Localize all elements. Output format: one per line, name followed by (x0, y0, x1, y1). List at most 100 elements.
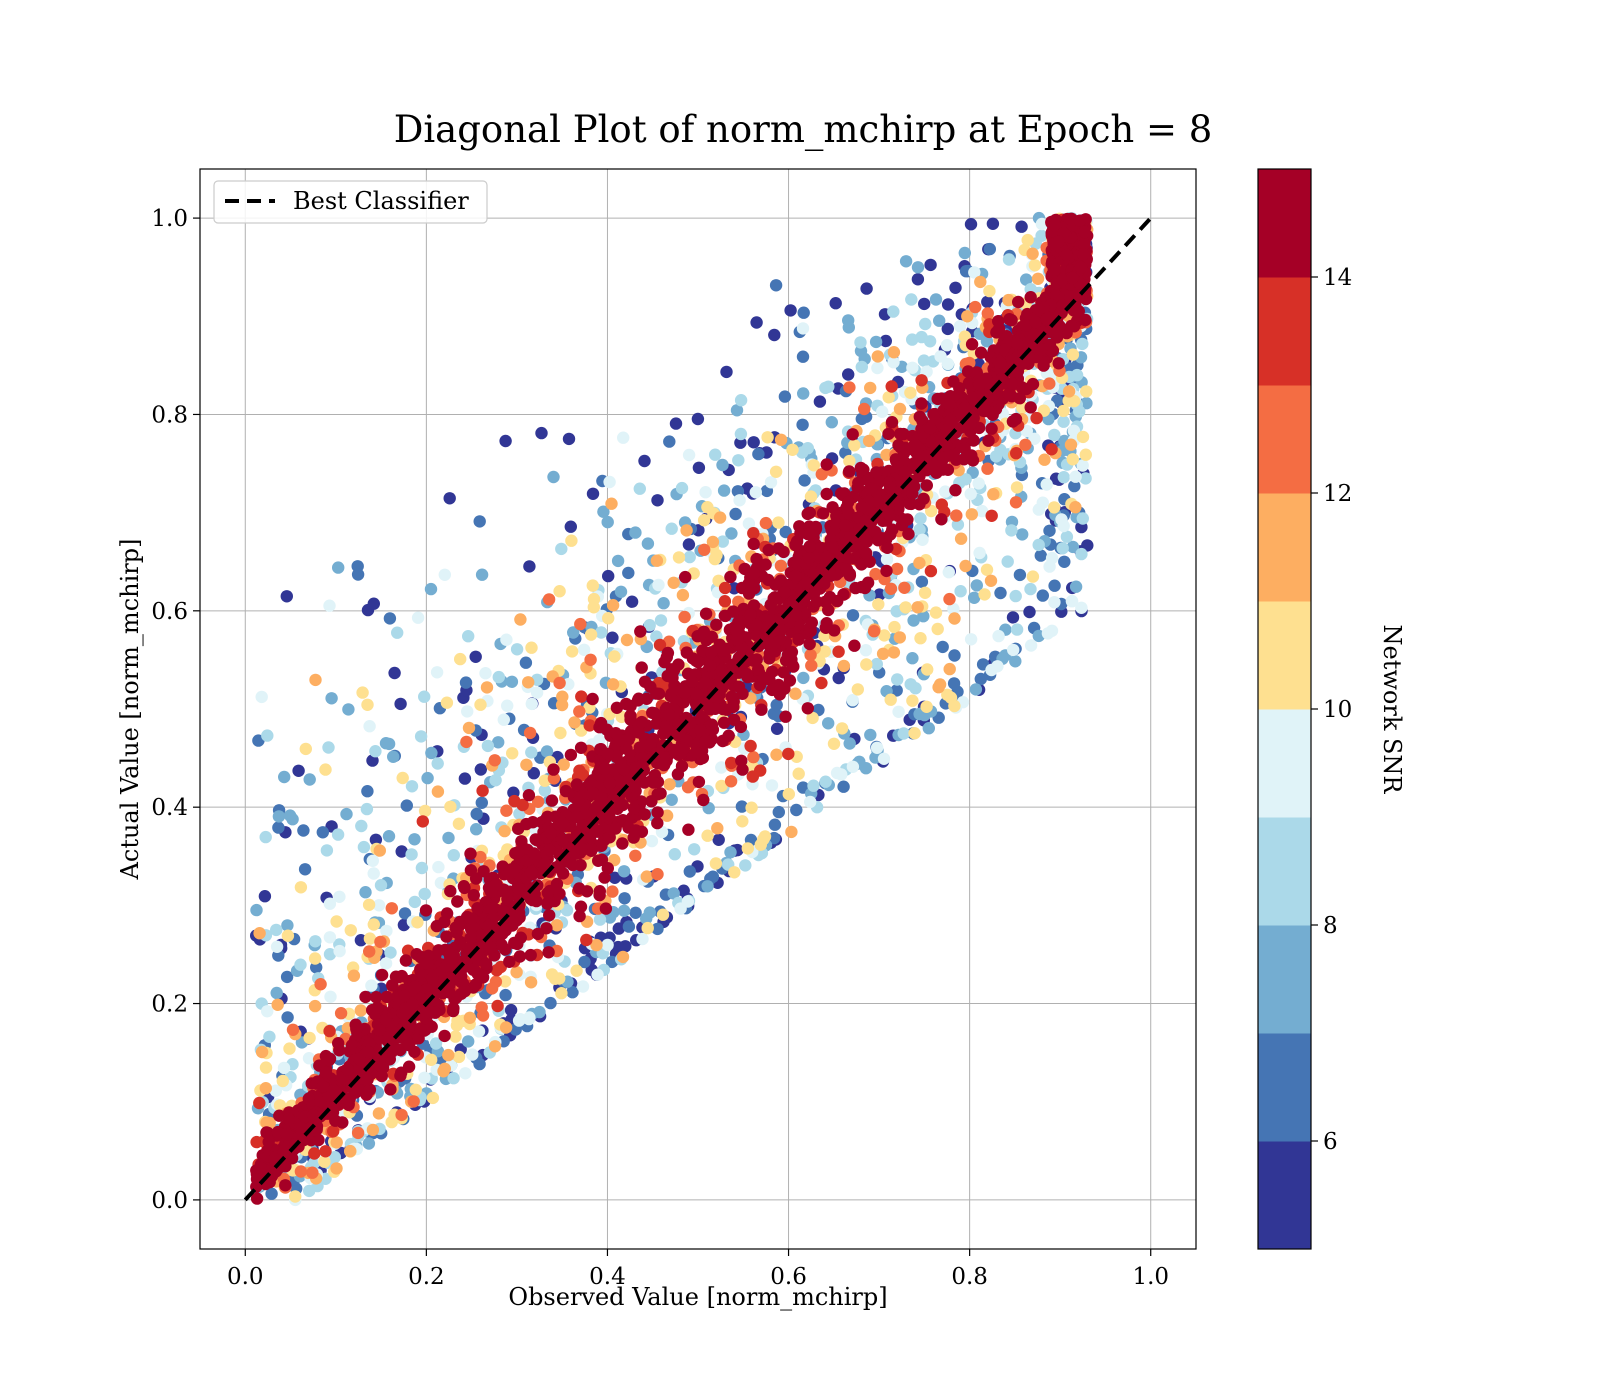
scatter-point (442, 831, 455, 845)
scatter-point (778, 586, 791, 599)
scatter-point (253, 927, 266, 940)
scatter-point (803, 527, 816, 540)
scatter-point (1075, 601, 1088, 614)
scatter-point (573, 909, 586, 923)
scatter-point (595, 626, 608, 639)
scatter-point (683, 550, 696, 564)
scatter-point (591, 825, 604, 838)
scatter-point (699, 734, 712, 747)
scatter-point (472, 1025, 486, 1038)
scatter-point (716, 458, 729, 472)
scatter-point (924, 564, 938, 578)
scatter-point (568, 716, 581, 729)
scatter-point (455, 969, 468, 983)
scatter-point (663, 778, 676, 791)
scatter-point (734, 427, 748, 441)
scatter-point (742, 517, 756, 530)
scatter-point (369, 833, 383, 846)
scatter-point (651, 922, 664, 936)
scatter-point (994, 586, 1007, 600)
scatter-point (717, 484, 731, 497)
scatter-point (360, 802, 374, 816)
scatter-point (920, 700, 933, 713)
scatter-point (1079, 313, 1092, 327)
scatter-point (859, 644, 873, 657)
scatter-point (663, 708, 676, 722)
scatter-point (429, 1037, 443, 1050)
scatter-point (1034, 549, 1048, 562)
scatter-point (727, 605, 740, 618)
scatter-point (879, 334, 892, 348)
scatter-point (395, 969, 408, 983)
scatter-point (530, 686, 544, 699)
scatter-point (805, 659, 818, 672)
scatter-point (772, 542, 785, 555)
scatter-point (491, 999, 504, 1013)
scatter-point (565, 534, 578, 547)
scatter-point (318, 1155, 331, 1168)
scatter-point (968, 266, 981, 279)
scatter-point (744, 608, 757, 621)
scatter-point (484, 941, 497, 954)
scatter-point (832, 645, 845, 658)
scatter-point (542, 946, 555, 959)
scatter-point (1072, 305, 1086, 318)
scatter-point (362, 1137, 376, 1150)
scatter-point (432, 860, 445, 874)
scatter-point (529, 833, 542, 846)
scatter-point (531, 927, 545, 941)
scatter-point (752, 447, 765, 461)
scatter-point (332, 561, 345, 574)
scatter-point (1076, 459, 1089, 472)
scatter-point (1002, 388, 1016, 401)
scatter-point (269, 1084, 282, 1097)
scatter-point (713, 511, 727, 524)
scatter-point (570, 810, 583, 824)
scatter-point (697, 625, 711, 638)
scatter-point (916, 533, 929, 546)
scatter-point (462, 1035, 475, 1048)
scatter-point (731, 633, 744, 646)
scatter-point (584, 653, 597, 666)
scatter-point (575, 842, 588, 855)
scatter-point (1069, 501, 1082, 514)
scatter-point (1019, 438, 1032, 451)
scatter-point (1057, 471, 1071, 484)
scatter-point (261, 1005, 274, 1018)
scatter-point (858, 402, 871, 416)
scatter-point (292, 764, 305, 777)
scatter-point (892, 439, 905, 452)
scatter-point (855, 360, 868, 374)
scatter-point (374, 935, 387, 949)
scatter-point (913, 556, 926, 570)
scatter-point (342, 703, 355, 716)
scatter-point (270, 923, 283, 937)
scatter-point (471, 902, 484, 915)
scatter-point (1057, 415, 1070, 428)
scatter-point (576, 980, 590, 993)
scatter-point (827, 737, 841, 750)
scatter-point (636, 758, 649, 772)
scatter-point (333, 890, 346, 903)
scatter-point (724, 570, 737, 584)
scatter-point (929, 293, 943, 306)
scatter-point (904, 386, 917, 399)
scatter-point (913, 523, 926, 536)
scatter-point (925, 459, 939, 472)
scatter-point (477, 865, 490, 878)
scatter-point (848, 439, 861, 452)
scatter-point (454, 652, 467, 666)
scatter-point (334, 1007, 348, 1020)
scatter-point (609, 822, 622, 835)
scatter-point (819, 775, 832, 788)
scatter-point (309, 935, 322, 948)
scatter-point (716, 535, 729, 548)
scatter-point (1079, 448, 1093, 461)
scatter-point (774, 433, 788, 446)
scatter-point (931, 622, 944, 636)
scatter-point (745, 801, 758, 814)
scatter-point (1003, 313, 1016, 326)
scatter-point (948, 612, 961, 625)
scatter-point (749, 486, 762, 499)
scatter-point (840, 563, 854, 576)
